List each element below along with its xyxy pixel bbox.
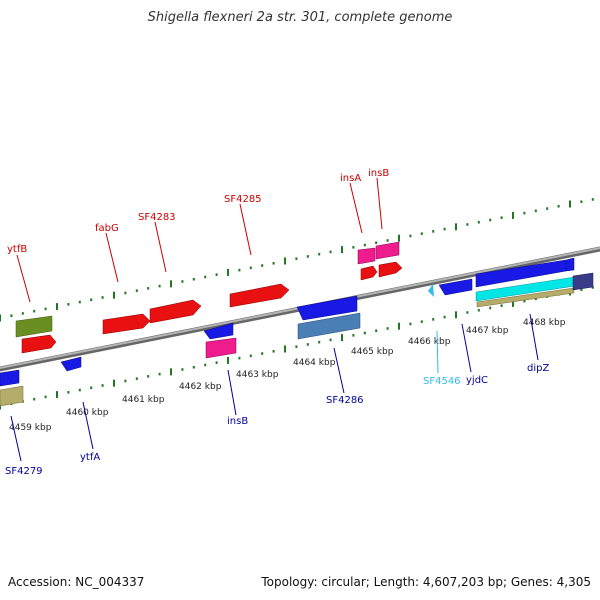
scale-label: 4463 kbp: [236, 370, 279, 380]
gene-feature[interactable]: [0, 369, 20, 387]
gene-feature[interactable]: [229, 283, 290, 308]
gene-label-fabG[interactable]: fabG: [95, 223, 119, 234]
reverse-gene-labels: SF4279 ytfA insB SF4286 SF4546 yjdC dipZ: [5, 313, 549, 477]
gene-feature[interactable]: [357, 247, 376, 265]
gene-feature[interactable]: [21, 334, 57, 354]
gene-label-SF4286[interactable]: SF4286: [326, 395, 364, 406]
scale-label: 4460 kbp: [66, 408, 109, 418]
scale-label: 4467 kbp: [466, 326, 509, 336]
gene-feature[interactable]: [476, 287, 575, 308]
gene-feature[interactable]: [375, 241, 400, 260]
gene-label-insB[interactable]: insB: [227, 416, 248, 427]
gene-feature[interactable]: [296, 295, 358, 321]
gene-feature[interactable]: [378, 261, 403, 278]
scale-label: 4461 kbp: [122, 395, 165, 405]
gene-label-dipZ[interactable]: dipZ: [527, 363, 549, 374]
gene-feature[interactable]: [205, 337, 237, 359]
reverse-genes: [0, 272, 594, 407]
gene-feature[interactable]: [0, 385, 24, 407]
gene-label-SF4546[interactable]: SF4546: [423, 376, 461, 387]
scale-label: 4465 kbp: [351, 347, 394, 357]
gene-feature[interactable]: [149, 299, 202, 324]
gene-feature[interactable]: [572, 272, 594, 291]
gene-feature[interactable]: [15, 315, 53, 338]
scale-label: 4466 kbp: [408, 337, 451, 347]
scale-label: 4459 kbp: [9, 423, 52, 433]
gene-feature[interactable]: [360, 265, 378, 281]
gene-feature[interactable]: [60, 356, 82, 372]
forward-gene-labels: ytfB fabG SF4283 SF4285 insA insB: [7, 168, 389, 303]
gene-feature[interactable]: [297, 312, 361, 340]
forward-tick-track: [0, 198, 594, 322]
gene-feature[interactable]: [438, 278, 473, 296]
scale-label: 4464 kbp: [293, 358, 336, 368]
reverse-tick-track: [0, 286, 594, 410]
gene-feature[interactable]: [203, 322, 234, 340]
gene-label-SF4279[interactable]: SF4279: [5, 466, 43, 477]
topology-text: Topology: circular; Length: 4,607,203 bp…: [261, 575, 591, 589]
gene-label-ytfA[interactable]: ytfA: [80, 452, 100, 463]
forward-genes: [15, 241, 575, 354]
gene-feature[interactable]: [565, 257, 575, 272]
accession-text: Accession: NC_004337: [8, 575, 145, 589]
scale-label: 4468 kbp: [523, 318, 566, 328]
scale-label: 4462 kbp: [179, 382, 222, 392]
gene-feature[interactable]: [428, 284, 434, 297]
gene-label-insA[interactable]: insA: [340, 173, 361, 184]
gene-label-SF4283[interactable]: SF4283: [138, 212, 176, 223]
gene-label-ytfB[interactable]: ytfB: [7, 244, 27, 255]
gene-label-insB[interactable]: insB: [368, 168, 389, 179]
gene-label-SF4285[interactable]: SF4285: [224, 194, 262, 205]
scale-labels: 4459 kbp 4460 kbp 4461 kbp 4462 kbp 4463…: [9, 318, 566, 433]
gene-label-yjdC[interactable]: yjdC: [466, 375, 488, 386]
map-title: Shigella flexneri 2a str. 301, complete …: [147, 10, 453, 25]
gene-feature[interactable]: [102, 313, 151, 335]
